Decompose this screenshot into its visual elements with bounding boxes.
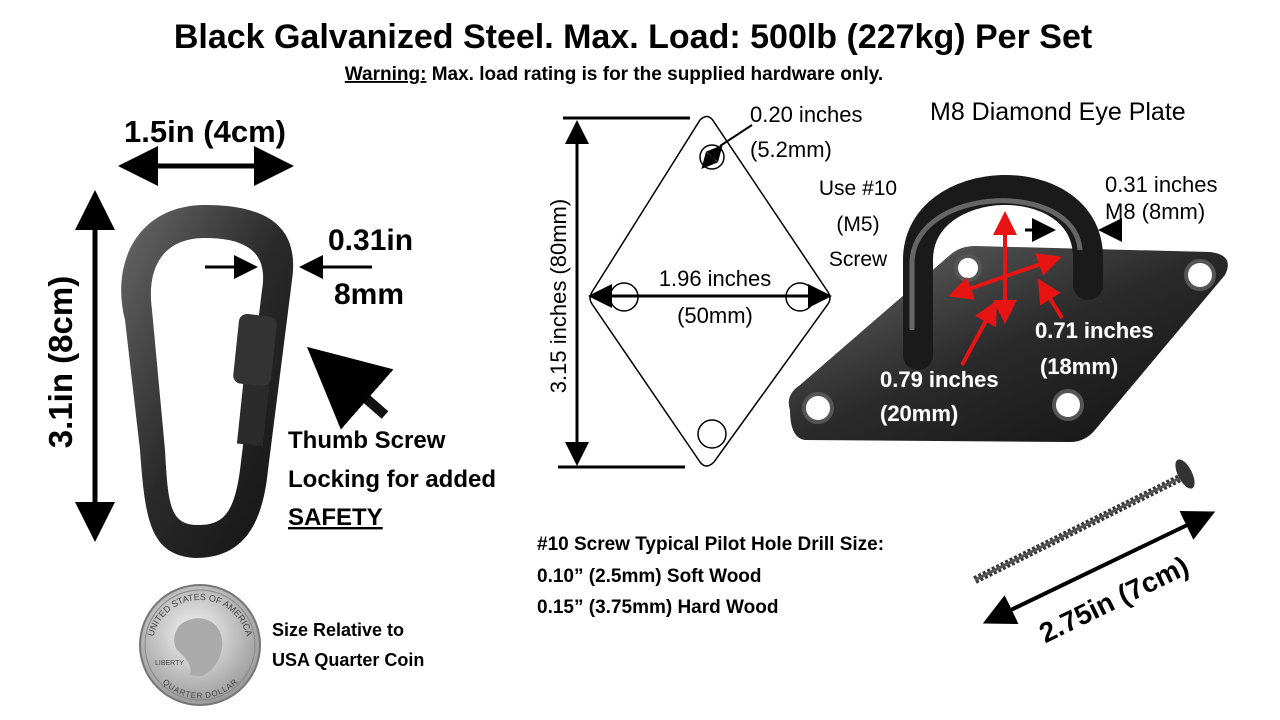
hole-top	[699, 144, 725, 170]
lock-text-2: Locking for added	[288, 466, 496, 493]
screw-length-arrow	[982, 510, 1216, 625]
diagram-width-metric: (50mm)	[677, 303, 753, 328]
inner-width-metric: (18mm)	[1040, 354, 1118, 379]
coin-caption-2: USA Quarter Coin	[272, 650, 424, 670]
coin-text-left: LIBERTY	[155, 660, 184, 667]
eye-wire-label: 0.31 inches	[1105, 172, 1218, 197]
hole-size-label: 0.20 inches	[750, 102, 863, 127]
hole-size-metric: (5.2mm)	[750, 137, 832, 162]
inner-height-label: 0.79 inches	[880, 367, 999, 392]
inner-height-metric: (20mm)	[880, 401, 958, 426]
eye-red-arrows	[948, 211, 1064, 366]
page-title: Black Galvanized Steel. Max. Load: 500lb…	[174, 18, 1092, 56]
warning-text: Max. load rating is for the supplied har…	[426, 64, 883, 85]
inner-width-pointer	[1037, 278, 1064, 320]
warning-line: Warning: Max. load rating is for the sup…	[345, 64, 883, 85]
pilot-hole-title: #10 Screw Typical Pilot Hole Drill Size:	[537, 534, 884, 555]
carabiner-width-label: 1.5in (4cm)	[124, 114, 286, 149]
screw-note-2: (M5)	[836, 213, 879, 236]
screw-length-label: 2.75in (7cm)	[1034, 550, 1193, 649]
safety-pointer-arrow	[306, 346, 394, 430]
lock-text-3: SAFETY	[288, 504, 383, 531]
carabiner-image	[121, 205, 294, 558]
eye-wire-metric: M8 (8mm)	[1105, 199, 1205, 224]
hole-bottom	[697, 419, 727, 449]
hole-leader-line	[719, 124, 753, 147]
inner-height-pointer	[960, 300, 997, 366]
pilot-soft-wood: 0.10” (2.5mm) Soft Wood	[537, 566, 762, 587]
eye-plate-title: M8 Diamond Eye Plate	[930, 98, 1186, 126]
inner-width-label: 0.71 inches	[1035, 318, 1154, 343]
diagram-height-label: 3.15 inches (80mm)	[546, 199, 571, 393]
carabiner-wire-metric: 8mm	[334, 278, 404, 311]
thumb-screw-sleeve	[233, 313, 277, 387]
inner-width-arrow	[948, 253, 1062, 300]
carabiner-height-label: 3.1in (8cm)	[42, 276, 79, 448]
lock-text-1: Thumb Screw	[288, 427, 446, 454]
screw-note-1: Use #10	[819, 177, 897, 200]
coin-caption-1: Size Relative to	[272, 620, 404, 640]
screw-note-3: Screw	[829, 248, 888, 271]
warning-label: Warning:	[345, 64, 427, 85]
diagram-width-label: 1.96 inches	[659, 266, 772, 291]
quarter-coin-image: UNITED STATES OF AMERICA QUARTER DOLLAR …	[139, 584, 261, 706]
carabiner-wire-label: 0.31in	[328, 224, 413, 257]
hole-diameter-arrow	[701, 145, 723, 169]
pilot-hard-wood: 0.15” (3.75mm) Hard Wood	[537, 597, 778, 618]
